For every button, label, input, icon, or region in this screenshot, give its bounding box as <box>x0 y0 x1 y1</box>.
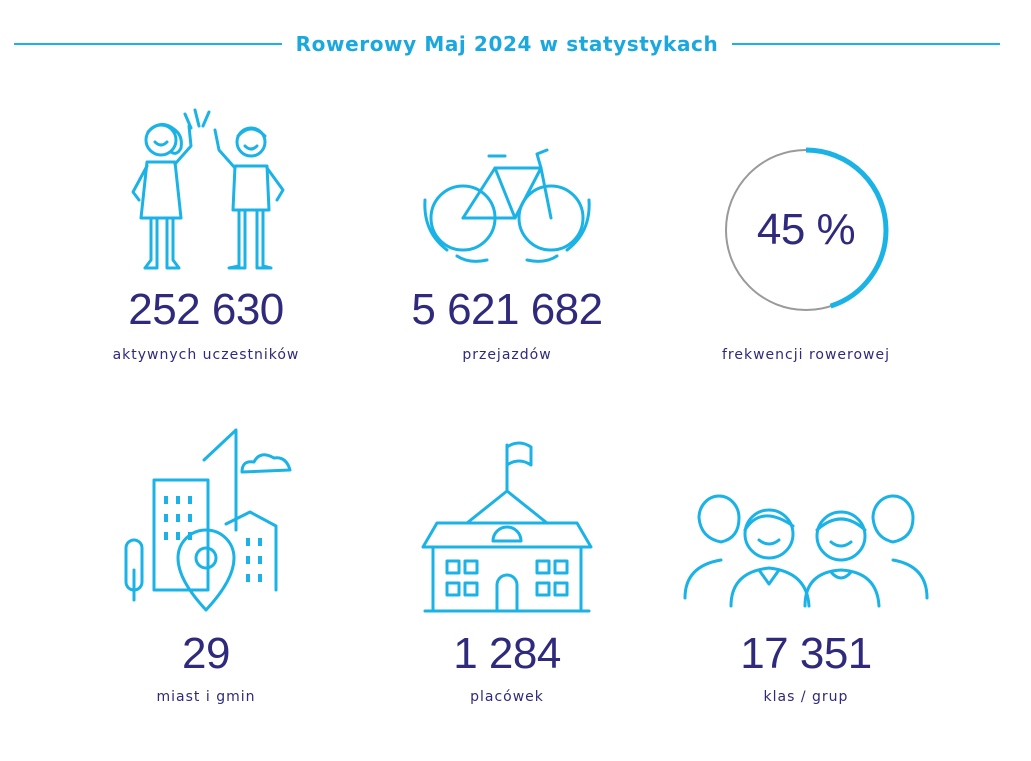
stat-value: 252 630 <box>128 285 284 334</box>
stat-label: klas / grup <box>763 689 849 705</box>
stat-value: 17 351 <box>740 629 872 678</box>
stat-bike-turnout: 45 % frekwencji rowerowej <box>656 100 956 370</box>
stat-label: frekwencji rowerowej <box>721 347 890 363</box>
stat-label: przejazdów <box>462 347 552 363</box>
city-location-pin-icon <box>124 428 292 612</box>
high-five-kids-icon <box>131 108 285 270</box>
stat-rides: 5 621 682 przejazdów <box>357 100 657 370</box>
header-right-rule <box>732 43 1001 45</box>
stat-label: aktywnych uczestników <box>112 347 300 363</box>
stat-classes: 17 351 klas / grup <box>656 420 956 720</box>
stat-cities: 29 miast i gmin <box>56 420 356 720</box>
school-building-icon <box>421 441 593 613</box>
group-of-people-icon <box>683 494 929 608</box>
bicycle-icon <box>423 148 591 263</box>
stat-label: placówek <box>470 689 544 705</box>
stat-facilities: 1 284 placówek <box>357 420 657 720</box>
stat-value: 5 621 682 <box>411 285 603 334</box>
header-left-rule <box>14 43 282 45</box>
stat-value: 45 % <box>756 205 856 254</box>
page-header: Rowerowy Maj 2024 w statystykach <box>14 24 1001 64</box>
stat-label: miast i gmin <box>156 689 256 705</box>
stat-value: 29 <box>182 629 230 678</box>
page-title: Rowerowy Maj 2024 w statystykach <box>295 32 719 56</box>
stat-value: 1 284 <box>453 629 561 678</box>
stat-participants: 252 630 aktywnych uczestników <box>56 100 356 370</box>
progress-ring-icon <box>723 147 889 313</box>
